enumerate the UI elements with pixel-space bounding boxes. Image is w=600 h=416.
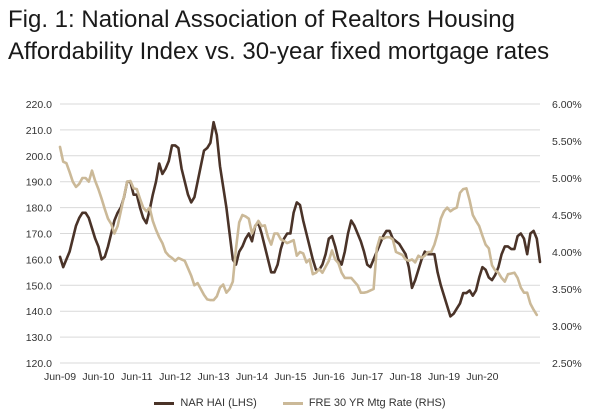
x-tick-label: Jun-09 <box>44 371 76 383</box>
legend-label-nar-hai: NAR HAI (LHS) <box>180 397 257 409</box>
left-tick-label: 170.0 <box>26 229 52 241</box>
left-tick-label: 120.0 <box>26 358 52 370</box>
x-tick-label: Jun-10 <box>82 371 114 383</box>
right-axis-ticks: 2.50% 3.00% 3.50% 4.00% 4.50% 5.00% 5.50% 6.00% <box>552 99 582 370</box>
series-line-nar-hai <box>58 120 542 318</box>
left-tick-label: 210.0 <box>26 125 52 137</box>
right-tick-label: 6.00% <box>552 99 582 111</box>
legend-swatch-nar-hai <box>154 401 175 405</box>
left-tick-label: 200.0 <box>26 151 52 163</box>
series-line-mortgage-rate <box>58 145 539 317</box>
right-tick-label: 2.50% <box>552 358 582 370</box>
x-tick-label: Jun-18 <box>390 371 422 383</box>
x-tick-label: Jun-13 <box>198 371 230 383</box>
legend-label-mortgage-rate: FRE 30 YR Mtg Rate (RHS) <box>308 397 446 409</box>
x-tick-label: Jun-19 <box>428 371 460 383</box>
legend-swatch-mortgage-rate <box>282 401 303 405</box>
left-tick-label: 130.0 <box>26 332 52 344</box>
x-tick-label: Jun-20 <box>466 371 498 383</box>
x-tick-label: Jun-17 <box>351 371 383 383</box>
left-tick-label: 220.0 <box>26 99 52 111</box>
left-tick-label: 190.0 <box>26 177 52 189</box>
right-tick-label: 3.00% <box>552 321 582 333</box>
legend-item-mortgage-rate: FRE 30 YR Mtg Rate (RHS) <box>282 397 446 409</box>
legend-item-nar-hai: NAR HAI (LHS) <box>154 397 257 409</box>
x-axis-ticks: Jun-09 Jun-10 Jun-11 Jun-12 Jun-13 Jun-14 Jun-… <box>44 371 499 383</box>
right-tick-label: 5.50% <box>552 136 582 148</box>
x-tick-label: Jun-14 <box>236 371 268 383</box>
left-axis-ticks: 120.0 130.0 140.0 150.0 160.0 170.0 180.0 190.0… <box>26 99 52 370</box>
right-tick-label: 3.50% <box>552 284 582 296</box>
right-tick-label: 5.00% <box>552 173 582 185</box>
left-tick-label: 160.0 <box>26 254 52 266</box>
x-tick-label: Jun-11 <box>121 371 152 383</box>
series-lines <box>58 120 542 318</box>
left-tick-label: 140.0 <box>26 306 52 318</box>
left-tick-label: 180.0 <box>26 203 52 215</box>
gridlines <box>60 103 540 364</box>
figure-title: Fig. 1: National Association of Realtors… <box>8 6 550 65</box>
chart-legend: NAR HAI (LHS) FRE 30 YR Mtg Rate (RHS) <box>0 393 600 413</box>
x-tick-label: Jun-12 <box>159 371 191 383</box>
left-tick-label: 150.0 <box>26 280 52 292</box>
x-tick-label: Jun-16 <box>313 371 345 383</box>
right-tick-label: 4.50% <box>552 210 582 222</box>
right-tick-label: 4.00% <box>552 247 582 259</box>
x-tick-label: Jun-15 <box>274 371 306 383</box>
